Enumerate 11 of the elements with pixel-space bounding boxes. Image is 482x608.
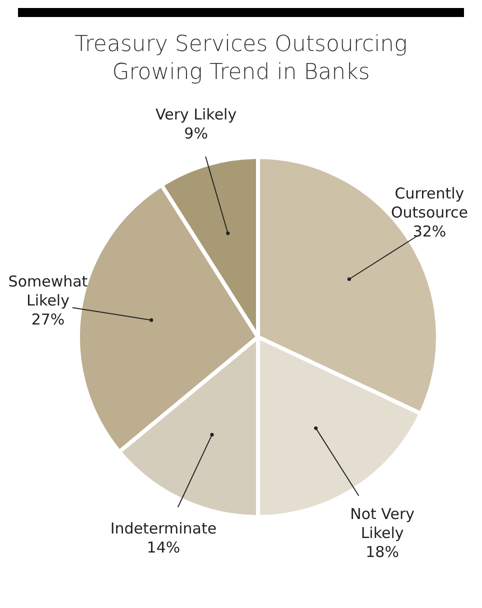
slice-label: Indeterminate [110, 519, 217, 538]
data-label: 18% [366, 542, 399, 561]
data-label: 27% [31, 310, 65, 329]
data-label: 32% [412, 222, 446, 241]
slice-label: Very Likely [156, 105, 237, 124]
slice-label: Not Very Likely [350, 504, 415, 542]
chart-title: Treasury Services Outsourcing Growing Trend in Banks [74, 31, 408, 87]
data-label: 14% [146, 538, 180, 556]
slice-label: Somewhat Likely [8, 272, 88, 310]
data-label: 9% [184, 124, 208, 142]
slice-label: Currently Outsource [390, 184, 468, 222]
